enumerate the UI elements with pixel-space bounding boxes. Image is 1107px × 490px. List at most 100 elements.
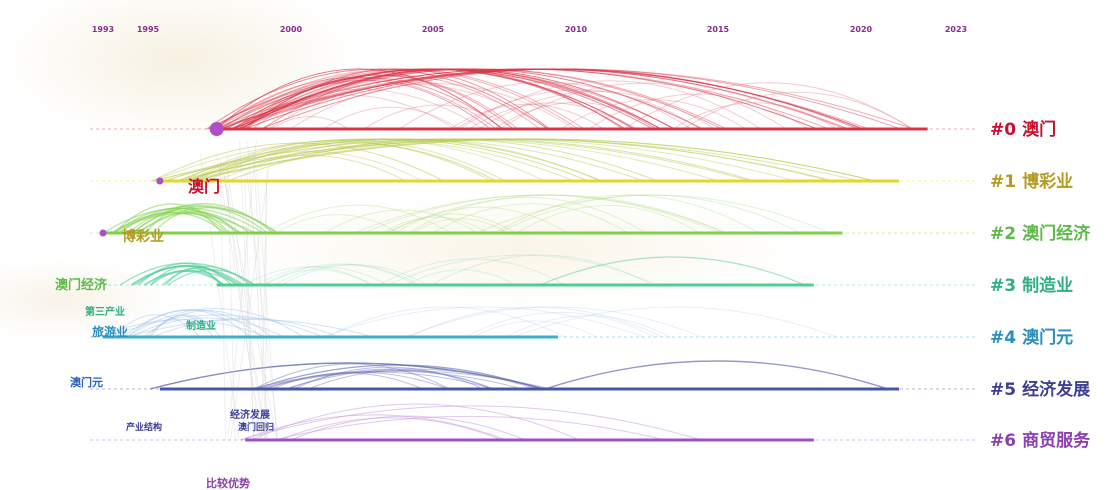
cluster-4-arc bbox=[122, 309, 263, 338]
cluster-3-arc bbox=[264, 263, 416, 286]
cross-link bbox=[246, 170, 279, 441]
cluster-3-arc bbox=[406, 269, 516, 286]
cluster-3-arc bbox=[280, 264, 428, 286]
cross-link bbox=[253, 151, 269, 441]
keyword-economic-development: 经济发展 bbox=[230, 408, 270, 421]
keyword-pataca: 澳门元 bbox=[70, 375, 103, 389]
cluster-label-2[interactable]: #2 澳门经济 bbox=[990, 223, 1091, 244]
cluster-4-arc bbox=[126, 309, 251, 338]
cluster-6-arc bbox=[279, 417, 503, 441]
keyword-comparative-advantage: 比较优势 bbox=[206, 476, 250, 490]
cluster-4-arc bbox=[110, 314, 324, 338]
cluster-label-6[interactable]: #6 商贸服务 bbox=[990, 430, 1091, 451]
cluster-1-arc bbox=[195, 150, 423, 182]
cluster-1-arc bbox=[207, 154, 407, 182]
cluster-2-arc bbox=[119, 211, 226, 234]
cluster-label-1[interactable]: #1 博彩业 bbox=[990, 171, 1073, 192]
cluster-0-arc bbox=[398, 81, 692, 130]
cluster-2-arc bbox=[111, 212, 256, 234]
year-label-2015: 2015 bbox=[707, 25, 730, 34]
cluster-4-arc bbox=[323, 306, 644, 338]
cluster-name: 经济发展 bbox=[1022, 379, 1090, 400]
year-label-1993: 1993 bbox=[92, 25, 114, 34]
cluster-0-arc bbox=[217, 68, 654, 130]
cluster-4-arc bbox=[126, 319, 374, 338]
cluster-2-arc bbox=[382, 216, 489, 234]
cross-link bbox=[260, 169, 268, 441]
cross-link bbox=[256, 167, 278, 441]
cross-link bbox=[230, 149, 272, 441]
year-axis: 1993 1995 2000 2005 2010 2015 2020 2023 bbox=[92, 25, 967, 34]
cluster-3-arc bbox=[430, 254, 653, 286]
cross-link bbox=[223, 172, 266, 441]
cluster-label-4[interactable]: #4 澳门元 bbox=[990, 327, 1073, 348]
cluster-4-arc bbox=[126, 308, 304, 338]
cross-link bbox=[244, 172, 255, 441]
keyword-macau-economy: 澳门经济 bbox=[55, 277, 108, 293]
cross-link bbox=[199, 152, 240, 441]
cluster-0-arc bbox=[560, 99, 746, 130]
cluster-4-arc bbox=[129, 317, 285, 338]
keyword-macau-handover: 澳门回归 bbox=[238, 421, 274, 433]
timeline-node-1 bbox=[156, 177, 164, 185]
cluster-5-arc bbox=[285, 368, 537, 390]
cluster-0-arc bbox=[244, 94, 456, 130]
cluster-0-arc bbox=[244, 68, 863, 130]
cluster-3-arc bbox=[273, 264, 420, 286]
cluster-id: #4 bbox=[990, 328, 1016, 348]
cluster-5-arc bbox=[293, 366, 484, 390]
year-label-2000: 2000 bbox=[280, 25, 303, 34]
cluster-5-arc bbox=[271, 372, 424, 390]
keyword-tertiary-industry: 第三产业 bbox=[85, 305, 125, 318]
cluster-6-arc bbox=[240, 405, 702, 441]
cross-link bbox=[216, 153, 263, 441]
cluster-name: 制造业 bbox=[1022, 275, 1073, 296]
cluster-0-arc bbox=[458, 80, 762, 130]
cluster-0-arc bbox=[672, 102, 838, 130]
cluster-0-arc bbox=[493, 102, 660, 130]
timeline-node-2 bbox=[99, 229, 107, 237]
cluster-name: 博彩业 bbox=[1022, 171, 1073, 192]
cluster-2-arc bbox=[131, 205, 268, 234]
cluster-4-arc bbox=[98, 319, 266, 338]
cluster-3-arc bbox=[138, 262, 233, 286]
cluster-0-arc bbox=[245, 68, 550, 130]
cluster-id: #2 bbox=[990, 224, 1016, 244]
cluster-1-arc bbox=[182, 140, 492, 182]
cluster-label-3[interactable]: #3 制造业 bbox=[990, 275, 1073, 296]
cluster-0-arc bbox=[208, 68, 637, 130]
cluster-1-arc bbox=[174, 138, 834, 182]
cluster-label-5[interactable]: #5 经济发展 bbox=[990, 379, 1090, 400]
cluster-1-arc bbox=[202, 142, 497, 182]
cluster-4-arc bbox=[147, 314, 222, 338]
cluster-4-arc bbox=[505, 315, 671, 338]
cluster-4-arc bbox=[150, 314, 214, 338]
cluster-0-arc bbox=[455, 89, 701, 130]
cluster-0-arc bbox=[252, 74, 541, 130]
cluster-1-arc bbox=[154, 138, 751, 182]
cluster-0-arc bbox=[682, 91, 913, 130]
cluster-1-arc bbox=[162, 138, 719, 182]
keyword-macau: 澳门 bbox=[188, 177, 220, 196]
cluster-0-arc bbox=[363, 104, 515, 130]
cluster-5-arc bbox=[253, 363, 450, 390]
cluster-0-arc bbox=[271, 116, 349, 130]
cluster-label-0[interactable]: #0 澳门 bbox=[990, 119, 1056, 140]
cluster-2-arc bbox=[353, 194, 728, 234]
cluster-2-arc bbox=[114, 207, 241, 234]
cluster-0-arc bbox=[499, 82, 787, 130]
cross-link bbox=[226, 155, 236, 441]
cross-link bbox=[224, 176, 278, 441]
cluster-2-arc bbox=[475, 194, 831, 234]
cluster-0-arc bbox=[237, 68, 846, 130]
cluster-2-arc bbox=[432, 203, 629, 234]
cluster-2-arc bbox=[384, 194, 725, 234]
arcs-layer bbox=[98, 68, 914, 441]
cluster-4-arc bbox=[325, 306, 566, 338]
cluster-0-arc bbox=[468, 102, 633, 130]
cluster-6-arc bbox=[240, 414, 507, 441]
cluster-2-arc bbox=[275, 214, 399, 234]
cluster-5-arc bbox=[308, 370, 493, 390]
timeline-lines bbox=[90, 122, 975, 442]
